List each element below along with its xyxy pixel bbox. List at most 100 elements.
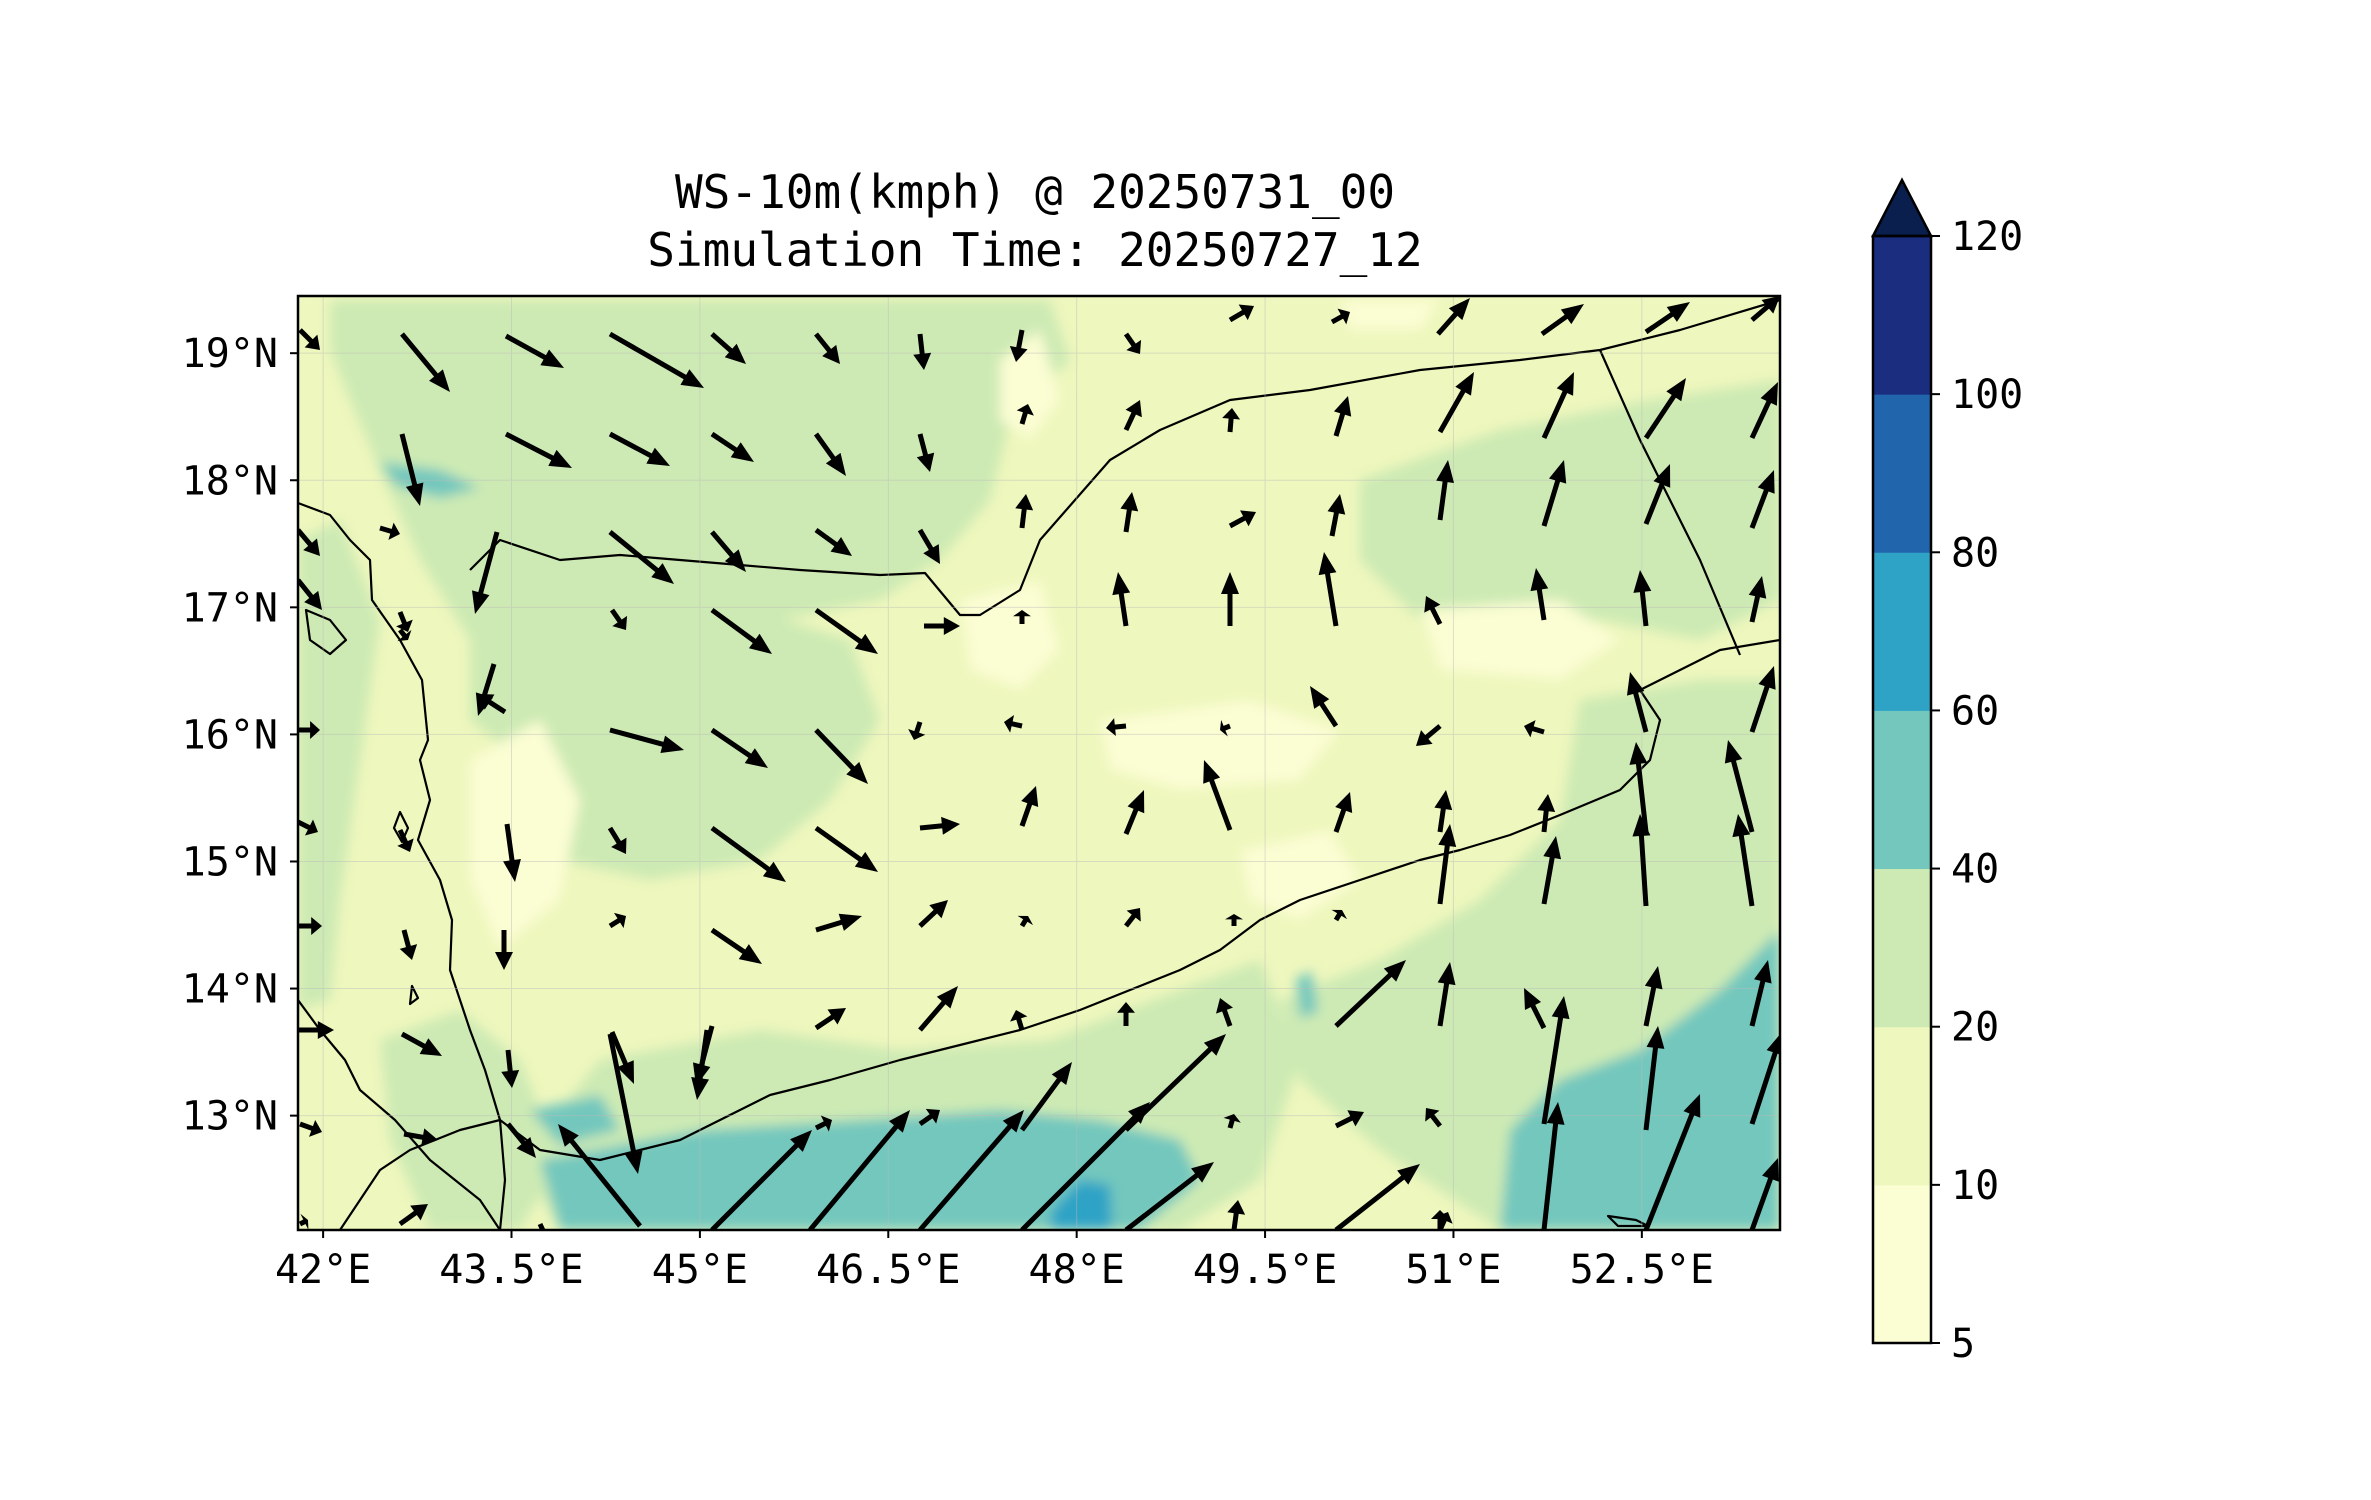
- wind-arrow: [1327, 494, 1346, 537]
- wind-arrow: [1643, 1094, 1701, 1230]
- wind-arrow: [1120, 492, 1139, 533]
- lat-tick-label: 13°N: [182, 1094, 278, 1140]
- contour-20-40-west: [298, 520, 380, 1010]
- wind-arrow: [1541, 372, 1574, 440]
- wind-arrow: [814, 1115, 832, 1132]
- wind-arrow: [1228, 304, 1254, 323]
- wind-arrow: [918, 1108, 940, 1127]
- wind-arrow: [710, 927, 762, 964]
- wind-arrow: [1732, 814, 1755, 907]
- lat-tick-label: 18°N: [182, 458, 278, 504]
- wind-arrow: [1123, 332, 1142, 354]
- wind-arrow: [1330, 308, 1350, 325]
- wind-arrow: [1318, 552, 1339, 627]
- colorbar-ticks: 5 10 20 40 60 80 100 120: [1931, 214, 2023, 1367]
- colorbar-tick-label: 10: [1951, 1163, 1999, 1209]
- lon-tick-label: 43.5°E: [439, 1247, 584, 1293]
- colorbar-band: [1873, 1026, 1931, 1186]
- contour-40-60-gulf-of-aden: [540, 1110, 1200, 1230]
- wind-arrow: [1424, 596, 1443, 626]
- wind-arrow: [298, 578, 322, 610]
- wind-arrow: [397, 628, 412, 642]
- wind-arrow: [710, 607, 772, 654]
- wind-vectors: [298, 296, 1780, 1230]
- colorbar-band: [1873, 552, 1931, 711]
- wind-arrow: [1431, 1210, 1449, 1230]
- wind-arrow: [1017, 915, 1034, 928]
- wind-arrow: [1334, 1164, 1420, 1230]
- wind-arrow: [558, 1124, 642, 1228]
- wind-speed-map: [298, 296, 1780, 1230]
- contour-5-10-g: [1340, 300, 1440, 330]
- wind-arrow: [814, 728, 868, 784]
- wind-arrow: [1124, 908, 1141, 928]
- wind-arrow: [710, 431, 754, 462]
- wind-arrow: [1524, 988, 1547, 1030]
- wind-arrow: [1013, 610, 1031, 624]
- wind-arrow: [1004, 715, 1023, 733]
- wind-arrow: [1541, 836, 1562, 905]
- colorbar-tick-label: 20: [1951, 1005, 1999, 1051]
- contour-20-40-central: [500, 600, 880, 880]
- contour-20-40-southwest: [380, 1010, 560, 1230]
- wind-arrow: [298, 328, 320, 350]
- wind-arrow: [1537, 794, 1556, 833]
- wind-arrow: [1629, 742, 1649, 833]
- lon-tick-label: 48°E: [1029, 1247, 1125, 1293]
- wind-arrow: [1117, 1002, 1135, 1026]
- wind-arrow: [1643, 378, 1686, 440]
- wind-arrow: [1437, 824, 1457, 905]
- island-outline-1: [304, 608, 348, 656]
- contour-5-10-c: [1100, 700, 1340, 790]
- wind-arrow: [913, 333, 932, 370]
- map-gridlines: [298, 296, 1780, 1230]
- wind-arrow: [504, 333, 564, 368]
- wind-arrow: [1530, 568, 1549, 621]
- wind-arrow: [400, 332, 450, 392]
- wind-arrow: [298, 1021, 334, 1039]
- wind-arrow: [813, 432, 846, 476]
- wind-arrow: [1750, 296, 1780, 322]
- wind-arrow: [298, 528, 320, 556]
- wind-arrow: [1203, 760, 1233, 831]
- colorbar-band: [1873, 394, 1931, 553]
- wind-arrow: [814, 607, 878, 654]
- wind-arrow: [399, 433, 424, 506]
- wind-arrow: [1225, 914, 1243, 926]
- wind-arrow: [917, 528, 940, 564]
- wind-arrow: [1643, 1026, 1665, 1131]
- colorbar: 5 10 20 40 60 80 100 120: [1870, 177, 2023, 1367]
- wind-arrow: [609, 1031, 634, 1084]
- wind-arrow: [1749, 960, 1772, 1027]
- wind-arrow: [1437, 962, 1456, 1027]
- wind-arrow: [1416, 724, 1442, 746]
- wind-arrow: [1749, 470, 1775, 529]
- wind-arrow: [608, 431, 670, 466]
- lat-tick-label: 19°N: [182, 331, 278, 377]
- wind-arrow: [607, 1033, 643, 1174]
- wind-arrow: [1227, 1200, 1246, 1230]
- wind-arrow: [1106, 718, 1127, 737]
- wind-arrow: [398, 1204, 428, 1227]
- island-outline-3: [408, 984, 420, 1006]
- colorbar-extend-triangle: [1870, 177, 1934, 238]
- wind-arrow: [1331, 909, 1348, 922]
- wind-arrow: [710, 332, 746, 364]
- latitude-axis: 19°N 18°N 17°N 16°N 15°N 14°N 13°N: [182, 331, 298, 1140]
- saudi-yemen-border: [469, 298, 1780, 617]
- wind-arrow: [1541, 1102, 1565, 1230]
- wind-arrow: [1220, 719, 1231, 737]
- red-sea-coastline: [298, 501, 507, 1230]
- wind-arrow: [814, 332, 840, 364]
- wind-arrow: [298, 917, 322, 935]
- wind-arrow: [1749, 382, 1778, 440]
- wind-arrow: [504, 431, 572, 468]
- lon-tick-label: 45°E: [652, 1247, 748, 1293]
- wind-arrow: [472, 531, 500, 614]
- wind-arrow: [1124, 1162, 1214, 1230]
- wind-arrow: [1216, 998, 1233, 1027]
- lat-tick-label: 14°N: [182, 967, 278, 1013]
- lat-tick-label: 17°N: [182, 585, 278, 631]
- wind-arrow: [1333, 396, 1352, 437]
- wind-speed-contours: [298, 300, 1780, 1230]
